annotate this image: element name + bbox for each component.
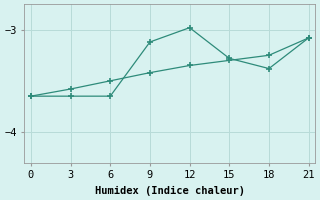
X-axis label: Humidex (Indice chaleur): Humidex (Indice chaleur)	[95, 186, 245, 196]
